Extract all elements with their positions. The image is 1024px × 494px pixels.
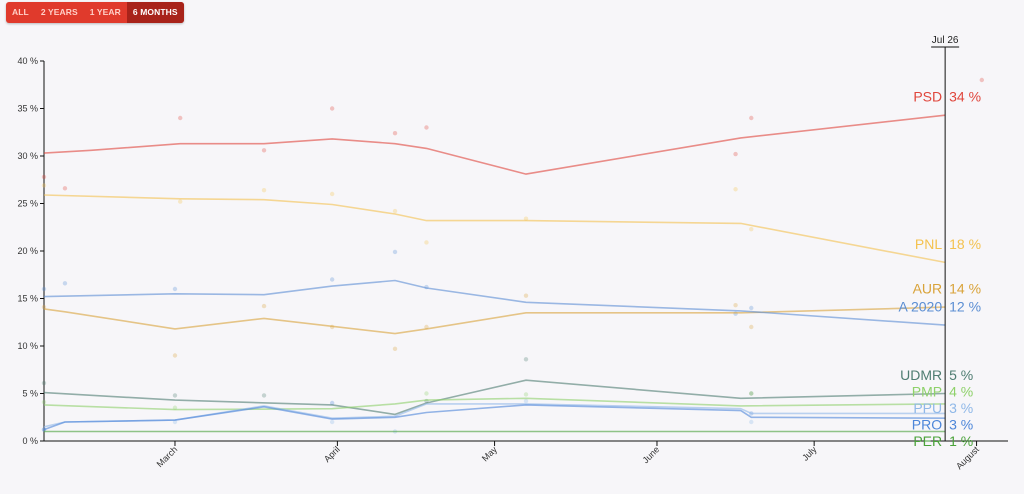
y-tick-label: 5 % — [22, 389, 38, 399]
poll-point — [262, 188, 266, 192]
poll-point — [178, 116, 182, 120]
x-tick-label: March — [155, 444, 180, 469]
poll-point — [173, 287, 177, 291]
poll-point — [173, 393, 177, 397]
poll-point — [524, 357, 528, 361]
series-value-label: 3 % — [949, 417, 973, 433]
y-tick-label: 0 % — [22, 436, 38, 446]
poll-point — [424, 240, 428, 244]
poll-point — [733, 303, 737, 307]
y-tick-label: 30 % — [17, 151, 38, 161]
series-value-label: 4 % — [949, 384, 973, 400]
poll-point — [749, 306, 753, 310]
poll-point — [42, 381, 46, 385]
series-name-label: PSD — [913, 89, 942, 105]
y-tick-label: 15 % — [17, 294, 38, 304]
series-value-label: 3 % — [949, 400, 973, 416]
y-tick-label: 40 % — [17, 56, 38, 66]
series-value-label: 14 % — [949, 281, 981, 297]
poll-point — [178, 199, 182, 203]
poll-point — [63, 281, 67, 285]
poll-point — [330, 192, 334, 196]
poll-point — [424, 125, 428, 129]
series-name-label: PRO — [912, 417, 942, 433]
series-name-label: PER — [913, 433, 942, 449]
poll-point — [42, 175, 46, 179]
poll-point — [173, 353, 177, 357]
y-tick-label: 10 % — [17, 341, 38, 351]
series-name-label: AUR — [913, 281, 943, 297]
y-tick-label: 35 % — [17, 104, 38, 114]
poll-point — [42, 400, 46, 404]
series-name-label: A 2020 — [899, 299, 943, 315]
x-tick-label: May — [480, 444, 499, 463]
series-value-label: 1 % — [949, 433, 973, 449]
y-tick-label: 25 % — [17, 199, 38, 209]
poll-point — [524, 399, 528, 403]
poll-point — [733, 152, 737, 156]
series-name-label: PNL — [915, 236, 942, 252]
poll-point — [733, 187, 737, 191]
poll-point — [330, 420, 334, 424]
poll-point — [749, 391, 753, 395]
series-name-label: PMP — [912, 384, 942, 400]
poll-point — [262, 393, 266, 397]
x-tick-label: July — [800, 444, 819, 463]
series-line[interactable] — [44, 115, 945, 174]
poll-point — [42, 287, 46, 291]
series-value-label: 34 % — [949, 89, 981, 105]
poll-point — [749, 227, 753, 231]
y-tick-label: 20 % — [17, 246, 38, 256]
series-value-label: 5 % — [949, 367, 973, 383]
poll-point — [393, 250, 397, 254]
poll-point — [749, 420, 753, 424]
poll-point — [63, 186, 67, 190]
poll-point — [393, 347, 397, 351]
series-line[interactable] — [44, 405, 945, 430]
poll-point — [393, 209, 397, 213]
series-value-label: 18 % — [949, 236, 981, 252]
poll-point — [424, 391, 428, 395]
poll-point — [524, 293, 528, 297]
poll-point — [42, 183, 46, 187]
poll-point — [393, 131, 397, 135]
poll-point — [262, 148, 266, 152]
series-name-label: PPU — [913, 400, 942, 416]
poll-point — [330, 277, 334, 281]
cursor-date-label: Jul 26 — [932, 35, 959, 46]
poll-point — [330, 106, 334, 110]
poll-point — [749, 116, 753, 120]
poll-point — [524, 392, 528, 396]
series-line[interactable] — [44, 195, 945, 262]
x-tick-label: June — [641, 444, 662, 465]
x-tick-label: April — [322, 444, 342, 464]
poll-point — [262, 304, 266, 308]
poll-point — [749, 325, 753, 329]
poll-point — [980, 78, 984, 82]
series-line[interactable] — [44, 307, 945, 334]
series-name-label: UDMR — [900, 367, 942, 383]
series-value-label: 12 % — [949, 299, 981, 315]
